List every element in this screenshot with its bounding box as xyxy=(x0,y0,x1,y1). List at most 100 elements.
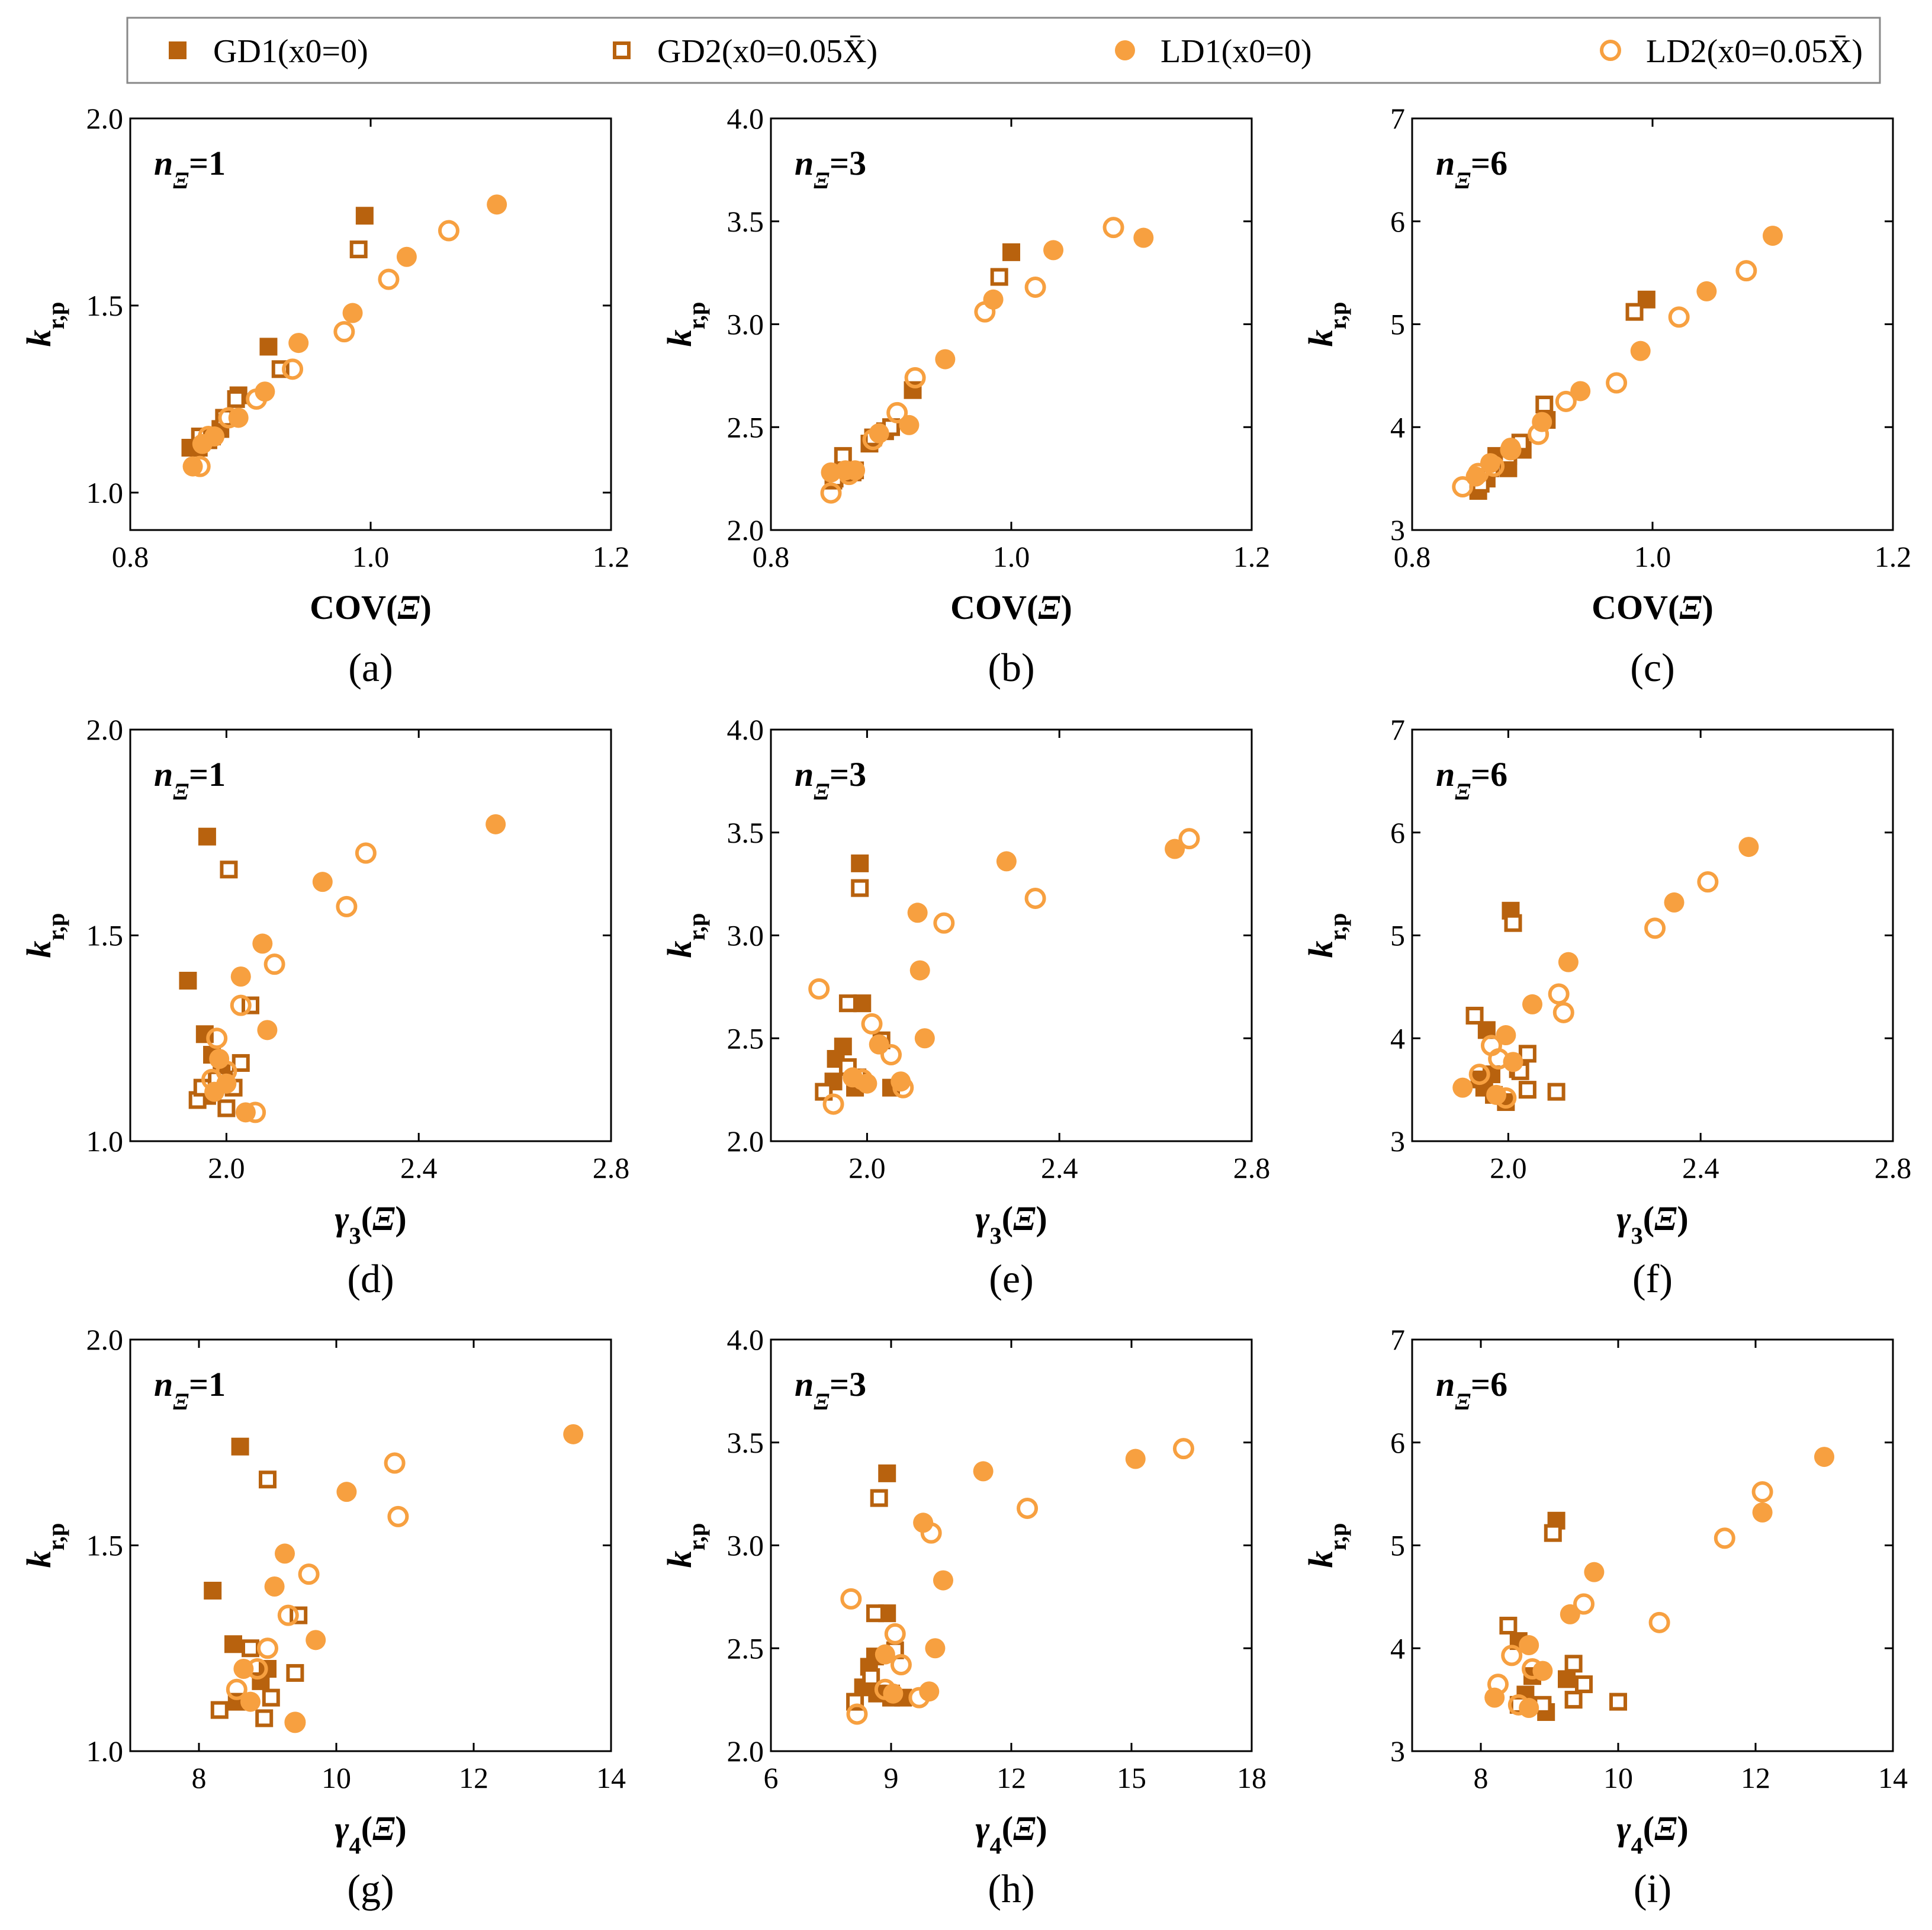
point-ld2 xyxy=(336,895,358,917)
point-gd1 xyxy=(204,1581,222,1600)
x-tick-label: 2.0 xyxy=(208,1151,245,1184)
y-tick-label: 6 xyxy=(1390,816,1405,849)
x-tick-label: 12 xyxy=(1741,1761,1770,1794)
point-ld1 xyxy=(342,303,363,323)
panel-annotation: nΞ=1 xyxy=(154,1365,226,1415)
point-ld2 xyxy=(1668,306,1690,328)
x-tick-label: 8 xyxy=(192,1761,207,1794)
point-ld2 xyxy=(1735,260,1757,282)
point-ld2 xyxy=(1507,1694,1529,1716)
legend-label-gd2: GD2(x0=0.05X̄) xyxy=(657,33,877,70)
panel-annotation: nΞ=3 xyxy=(795,755,866,805)
point-ld1 xyxy=(907,903,928,923)
y-tick-label: 1.0 xyxy=(86,1735,124,1768)
legend-marker-ld1 xyxy=(1115,40,1135,60)
point-ld2 xyxy=(1751,1481,1773,1503)
point-ld2 xyxy=(263,953,285,975)
point-ld2 xyxy=(1606,372,1628,394)
point-ld2 xyxy=(218,407,240,429)
y-tick-label: 4.0 xyxy=(727,102,764,135)
point-ld2 xyxy=(282,358,304,380)
x-tick-label: 1.2 xyxy=(1233,540,1271,573)
point-ld1 xyxy=(1738,837,1759,858)
point-ld1 xyxy=(240,1691,261,1712)
x-tick-label: 0.8 xyxy=(1394,540,1431,573)
point-ld2 xyxy=(1522,1658,1543,1679)
x-tick-label: 2.0 xyxy=(848,1151,886,1184)
panel-e: 2.0 2.4 2.8 2.0 2.5 3.0 3.5 4.0 γ3(Ξ) kr,p nΞ=3 (e) xyxy=(660,713,1270,1301)
y-tick-label: 2.5 xyxy=(727,410,764,444)
point-ld2 xyxy=(880,1044,902,1066)
point-gd2 xyxy=(1504,914,1522,932)
y-axis-label: kr,p xyxy=(660,302,710,347)
point-gd1 xyxy=(878,1464,896,1482)
legend-marker-gd1 xyxy=(169,41,187,59)
point-ld2 xyxy=(974,301,996,323)
y-tick-label: 3.5 xyxy=(727,816,764,849)
point-gd2 xyxy=(870,1489,888,1507)
point-ld2 xyxy=(1468,1064,1490,1086)
x-axis-label: γ4(Ξ) xyxy=(975,1809,1047,1859)
point-ld1 xyxy=(919,1681,940,1702)
point-ld2 xyxy=(1500,439,1522,461)
point-ld2 xyxy=(851,1068,873,1090)
point-ld1 xyxy=(1752,1502,1773,1523)
point-ld2 xyxy=(1648,1611,1670,1633)
point-ld1 xyxy=(1584,1562,1605,1582)
point-ld1 xyxy=(306,1630,326,1650)
x-tick-label: 10 xyxy=(322,1761,351,1794)
y-tick-label: 3.5 xyxy=(727,1426,764,1459)
x-tick-label: 1.0 xyxy=(1634,540,1671,573)
point-gd2 xyxy=(1518,1081,1536,1099)
y-tick-label: 7 xyxy=(1390,713,1405,746)
x-tick-label: 2.0 xyxy=(1490,1151,1527,1184)
y-tick-label: 2.0 xyxy=(86,713,124,746)
y-tick-label: 3 xyxy=(1390,1125,1405,1158)
point-ld2 xyxy=(1528,423,1550,445)
panel-annotation: nΞ=6 xyxy=(1436,144,1507,194)
panel-annotation: nΞ=6 xyxy=(1436,1365,1507,1415)
y-tick-label: 3.0 xyxy=(727,308,764,341)
point-ld2 xyxy=(1024,276,1046,298)
y-tick-label: 2.0 xyxy=(86,1323,124,1356)
point-ld2 xyxy=(846,1703,868,1725)
y-tick-label: 3 xyxy=(1390,1735,1405,1768)
x-axis-label: γ3(Ξ) xyxy=(335,1199,406,1249)
legend-label-ld2: LD2(x0=0.05X̄) xyxy=(1646,33,1863,70)
x-tick-label: 12 xyxy=(459,1761,488,1794)
legend: GD1(x0=0) GD2(x0=0.05X̄) LD1(x0=0) LD2(x0=0… xyxy=(126,17,1881,84)
y-tick-label: 2.0 xyxy=(727,513,764,547)
point-ld1 xyxy=(1558,952,1579,972)
point-gd2 xyxy=(1465,1007,1484,1025)
panel-label: (f) xyxy=(1632,1256,1673,1301)
point-ld1 xyxy=(257,1020,278,1041)
x-axis-label: γ3(Ξ) xyxy=(975,1199,1047,1249)
point-gd2 xyxy=(862,1668,880,1686)
point-gd1 xyxy=(198,827,216,846)
x-tick-label: 2.8 xyxy=(593,1151,630,1184)
y-axis-label: kr,p xyxy=(20,913,69,958)
point-ld1 xyxy=(1664,892,1685,913)
y-tick-label: 3.0 xyxy=(727,919,764,952)
point-ld2 xyxy=(333,321,355,343)
y-tick-label: 6 xyxy=(1390,1426,1405,1459)
point-ld2 xyxy=(387,1505,409,1527)
y-tick-label: 3 xyxy=(1390,513,1405,547)
point-ld1 xyxy=(875,1644,895,1665)
point-ld1 xyxy=(933,1570,953,1591)
point-ld2 xyxy=(246,1658,268,1679)
point-gd2 xyxy=(255,1709,274,1727)
point-ld1 xyxy=(996,851,1017,872)
x-tick-label: 1.2 xyxy=(593,540,630,573)
point-ld2 xyxy=(206,1027,228,1049)
point-gd2 xyxy=(851,879,869,897)
x-axis-label: COV(Ξ) xyxy=(310,588,432,627)
point-gd2 xyxy=(1535,396,1554,414)
y-axis-label: kr,p xyxy=(1301,913,1351,958)
y-tick-label: 5 xyxy=(1390,308,1405,341)
point-ld1 xyxy=(909,960,930,981)
point-ld2 xyxy=(1172,1438,1194,1460)
point-ld2 xyxy=(1452,476,1474,498)
panel-label: (b) xyxy=(988,645,1034,690)
